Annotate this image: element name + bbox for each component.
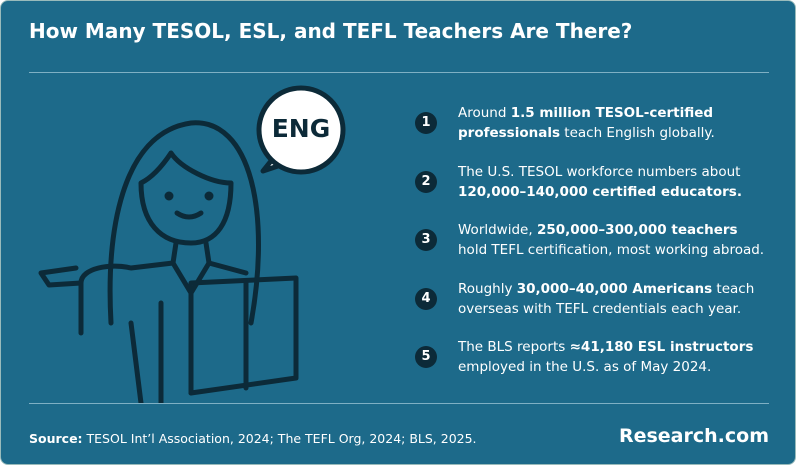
item-text: Worldwide, 250,000–300,000 teachers hold… xyxy=(458,220,770,260)
text: employed in the U.S. as of May 2024. xyxy=(458,359,712,375)
source-label: Source: xyxy=(29,431,83,446)
source-text: TESOL Int’l Association, 2024; The TEFL … xyxy=(82,431,477,446)
text: teach overseas with TEFL credentials eac… xyxy=(458,280,755,317)
item-list: 1 Around 1.5 million TESOL-certified prof… xyxy=(415,103,775,396)
text: hold TEFL certification, most working ab… xyxy=(458,242,765,258)
item-text: Around 1.5 million TESOL-certified profe… xyxy=(458,103,770,143)
item-number: 1 xyxy=(415,112,437,134)
item: 5 The BLS reports ≈41,180 ESL instructors… xyxy=(415,337,775,396)
divider xyxy=(29,72,769,73)
bold-text: 250,000–300,000 teachers xyxy=(536,222,738,238)
bubble-text: ENG xyxy=(272,114,331,143)
title: How Many TESOL, ESL, and TEFL Teachers A… xyxy=(29,19,633,43)
logo: Research.com xyxy=(618,425,769,447)
item: 3 Worldwide, 250,000–300,000 teachers hol… xyxy=(415,220,775,279)
text: The U.S. TESOL workforce numbers about xyxy=(458,163,741,180)
item: 2 The U.S. TESOL workforce numbers about … xyxy=(415,162,775,221)
bold-text: 1.5 million TESOL-certified professional… xyxy=(458,105,714,141)
item-number: 5 xyxy=(415,346,437,368)
text: Roughly xyxy=(458,280,517,297)
bold-text: 120,000–140,000 certified educators. xyxy=(458,183,742,200)
item-text: Roughly 30,000–40,000 Americans teach ov… xyxy=(458,279,770,319)
item-text: The U.S. TESOL workforce numbers about 1… xyxy=(458,162,770,202)
text: Worldwide, xyxy=(458,222,537,238)
source: Source: TESOL Int’l Association, 2024; T… xyxy=(29,431,477,446)
bold-text: 30,000–40,000 Americans xyxy=(516,280,713,297)
bold-text: ≈41,180 ESL instructors xyxy=(569,339,754,355)
item-number: 4 xyxy=(415,287,437,310)
text: The BLS reports xyxy=(458,339,570,355)
item-number: 3 xyxy=(415,229,437,251)
item: 1 Around 1.5 million TESOL-certified prof… xyxy=(415,103,775,162)
divider xyxy=(29,403,769,404)
item: 4 Roughly 30,000–40,000 Americans teach o… xyxy=(415,279,775,338)
item-text: The BLS reports ≈41,180 ESL instructors … xyxy=(458,337,770,377)
item-number: 2 xyxy=(415,170,437,193)
text: Around xyxy=(458,105,511,121)
text: teach English globally. xyxy=(559,125,715,141)
illustration: ENG xyxy=(38,85,346,403)
